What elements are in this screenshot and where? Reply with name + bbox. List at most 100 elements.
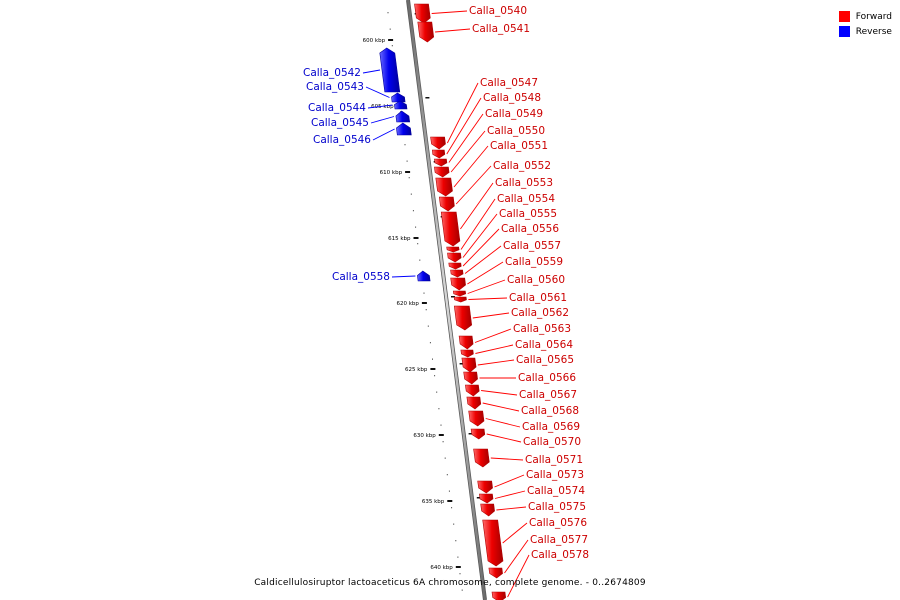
gene-arrow-calla_0551[interactable]	[435, 177, 453, 197]
leader-line-calla_0551	[453, 145, 489, 188]
gene-label-calla_0542[interactable]: Calla_0542	[303, 67, 361, 79]
gene-label-calla_0546[interactable]: Calla_0546	[313, 134, 371, 146]
gene-arrow-calla_0545[interactable]	[395, 110, 411, 123]
ruler-dot	[404, 144, 406, 146]
gene-label-calla_0565[interactable]: Calla_0565	[516, 354, 574, 366]
gene-label-calla_0559[interactable]: Calla_0559	[505, 256, 563, 268]
ruler-dot	[412, 210, 414, 212]
gene-arrow-calla_0578[interactable]	[491, 591, 507, 600]
gene-arrow-calla_0544[interactable]	[394, 100, 408, 110]
gene-arrow-calla_0548[interactable]	[431, 149, 446, 159]
gene-arrow-calla_0547[interactable]	[430, 136, 446, 150]
gene-arrow-calla_0577[interactable]	[488, 567, 503, 579]
gene-label-calla_0562[interactable]: Calla_0562	[511, 307, 569, 319]
gene-label-calla_0561[interactable]: Calla_0561	[509, 292, 567, 304]
gene-label-calla_0557[interactable]: Calla_0557	[503, 240, 561, 252]
gene-label-calla_0543[interactable]: Calla_0543	[306, 81, 364, 93]
gene-arrow-calla_0560[interactable]	[452, 290, 467, 297]
gene-label-calla_0571[interactable]: Calla_0571	[525, 454, 583, 466]
gene-arrow-calla_0567[interactable]	[465, 384, 480, 397]
gene-label-calla_0563[interactable]: Calla_0563	[513, 323, 571, 335]
leader-line-calla_0564	[475, 344, 514, 354]
gene-arrow-calla_0569[interactable]	[468, 410, 485, 427]
gene-label-calla_0569[interactable]: Calla_0569	[522, 421, 580, 433]
gene-label-calla_0577[interactable]: Calla_0577	[530, 534, 588, 546]
legend-forward-label: Forward	[855, 11, 892, 22]
leader-line-calla_0555	[462, 213, 498, 258]
gene-arrow-calla_0554[interactable]	[446, 246, 460, 253]
gene-label-calla_0545[interactable]: Calla_0545	[311, 117, 369, 129]
gene-label-calla_0547[interactable]: Calla_0547	[480, 77, 538, 89]
tick-label: 630 kbp	[413, 433, 436, 439]
gene-label-calla_0553[interactable]: Calla_0553	[495, 177, 553, 189]
gene-arrow-calla_0555[interactable]	[447, 252, 462, 263]
ruler-dot	[434, 375, 436, 377]
gene-arrow-calla_0558[interactable]	[417, 270, 431, 282]
gene-label-calla_0556[interactable]: Calla_0556	[501, 223, 559, 235]
gene-label-calla_0544[interactable]: Calla_0544	[308, 102, 366, 114]
gene-arrow-calla_0556[interactable]	[448, 262, 462, 270]
gene-label-calla_0564[interactable]: Calla_0564	[515, 339, 573, 351]
gene-label-calla_0560[interactable]: Calla_0560	[507, 274, 565, 286]
gene-arrow-calla_0549[interactable]	[434, 158, 448, 167]
legend-reverse: Reverse	[838, 24, 892, 39]
gene-label-calla_0568[interactable]: Calla_0568	[521, 405, 579, 417]
ruler-dot	[408, 177, 410, 179]
gene-label-calla_0541[interactable]: Calla_0541	[472, 23, 530, 35]
gene-label-calla_0576[interactable]: Calla_0576	[529, 517, 587, 529]
ruler-dot	[453, 523, 455, 525]
gene-arrow-calla_0542[interactable]	[379, 47, 401, 93]
gene-arrow-calla_0561[interactable]	[453, 296, 467, 303]
gene-arrow-calla_0552[interactable]	[438, 196, 455, 212]
gene-label-calla_0566[interactable]: Calla_0566	[518, 372, 576, 384]
gene-label-calla_0549[interactable]: Calla_0549	[485, 108, 543, 120]
gene-arrow-calla_0543[interactable]	[391, 92, 406, 103]
gene-label-calla_0567[interactable]: Calla_0567	[519, 389, 577, 401]
gene-label-calla_0555[interactable]: Calla_0555	[499, 208, 557, 220]
axis-dash	[451, 296, 455, 298]
tick-label: 625 kbp	[405, 367, 428, 373]
leader-line-calla_0568	[482, 402, 520, 412]
gene-arrow-calla_0575[interactable]	[480, 503, 495, 517]
gene-arrow-calla_0562[interactable]	[453, 305, 473, 331]
ruler-dot	[440, 424, 442, 426]
gene-arrow-calla_0546[interactable]	[396, 122, 412, 136]
gene-arrow-calla_0557[interactable]	[450, 269, 464, 278]
ruler-dot	[448, 490, 450, 492]
gene-arrow-calla_0565[interactable]	[461, 357, 477, 373]
gene-arrow-calla_0563[interactable]	[458, 335, 474, 350]
gene-arrow-calla_0540[interactable]	[414, 3, 431, 24]
gene-label-calla_0575[interactable]: Calla_0575	[528, 501, 586, 513]
gene-label-calla_0578[interactable]: Calla_0578	[531, 549, 589, 561]
leader-line-calla_0543	[365, 86, 390, 98]
gene-label-calla_0552[interactable]: Calla_0552	[493, 160, 551, 172]
leader-line-calla_0550	[450, 130, 486, 173]
gene-arrow-calla_0550[interactable]	[434, 166, 450, 178]
gene-label-calla_0548[interactable]: Calla_0548	[483, 92, 541, 104]
gene-arrow-calla_0566[interactable]	[463, 371, 478, 385]
gene-label-calla_0570[interactable]: Calla_0570	[523, 436, 581, 448]
gene-arrow-calla_0559[interactable]	[450, 277, 466, 291]
gene-arrow-calla_0571[interactable]	[473, 448, 490, 468]
genome-caption: Caldicellulosiruptor lactoaceticus 6A ch…	[254, 578, 646, 588]
gene-label-calla_0551[interactable]: Calla_0551	[490, 140, 548, 152]
gene-arrow-calla_0568[interactable]	[466, 396, 482, 410]
gene-arrow-calla_0576[interactable]	[482, 519, 504, 567]
ruler-dot	[419, 259, 421, 261]
leader-line-calla_0545	[370, 116, 395, 124]
gene-label-calla_0554[interactable]: Calla_0554	[497, 193, 555, 205]
ruler-dot	[387, 12, 389, 14]
gene-arrow-calla_0553[interactable]	[440, 211, 461, 247]
gene-arrow-calla_0573[interactable]	[477, 480, 493, 494]
gene-arrow-calla_0570[interactable]	[470, 428, 486, 440]
gene-label-calla_0550[interactable]: Calla_0550	[487, 125, 545, 137]
gene-arrow-calla_0574[interactable]	[479, 493, 494, 504]
ruler-dot	[410, 193, 412, 195]
gene-label-calla_0558[interactable]: Calla_0558	[332, 271, 390, 283]
gene-label-calla_0573[interactable]: Calla_0573	[526, 469, 584, 481]
axis-dash	[476, 497, 481, 499]
gene-label-calla_0574[interactable]: Calla_0574	[527, 485, 585, 497]
gene-label-calla_0540[interactable]: Calla_0540	[469, 5, 527, 17]
gene-arrow-calla_0541[interactable]	[417, 21, 435, 43]
gene-arrow-calla_0564[interactable]	[460, 349, 474, 358]
